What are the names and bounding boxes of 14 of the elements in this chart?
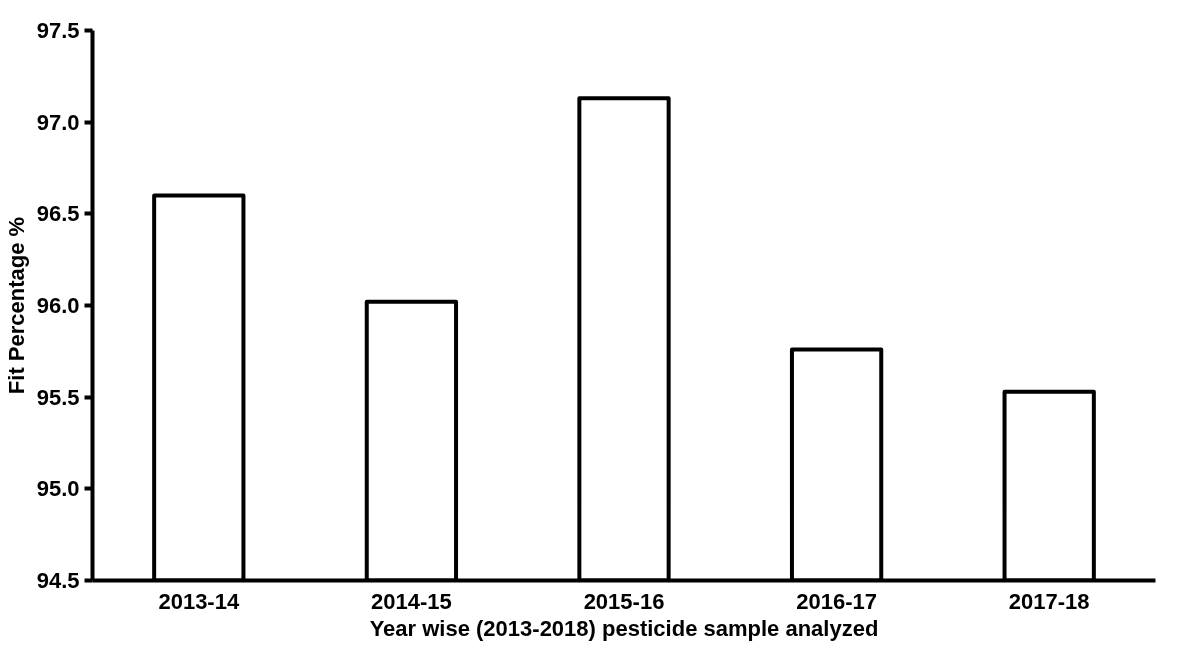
x-tick-label: 2013-14	[158, 588, 240, 614]
y-tick-label: 96.0	[36, 293, 80, 318]
y-tick-label: 97.0	[36, 109, 80, 135]
x-tick-label: 2016-17	[796, 588, 877, 614]
x-tick-label: 2017-18	[1008, 588, 1090, 614]
y-tick-label: 95.5	[36, 384, 80, 410]
y-tick-label: 97.5	[36, 18, 80, 43]
y-tick-label: 96.5	[36, 201, 80, 227]
x-tick-label: 2015-16	[583, 588, 665, 614]
y-tick-label: 94.5	[36, 568, 80, 593]
y-tick-label: 95.0	[36, 476, 80, 502]
x-tick-label: 2014-15	[371, 588, 452, 614]
x-axis-title: Year wise (2013-2018) pesticide sample analyzed	[369, 615, 879, 641]
y-axis-title: Fit Percentage %	[3, 216, 29, 395]
